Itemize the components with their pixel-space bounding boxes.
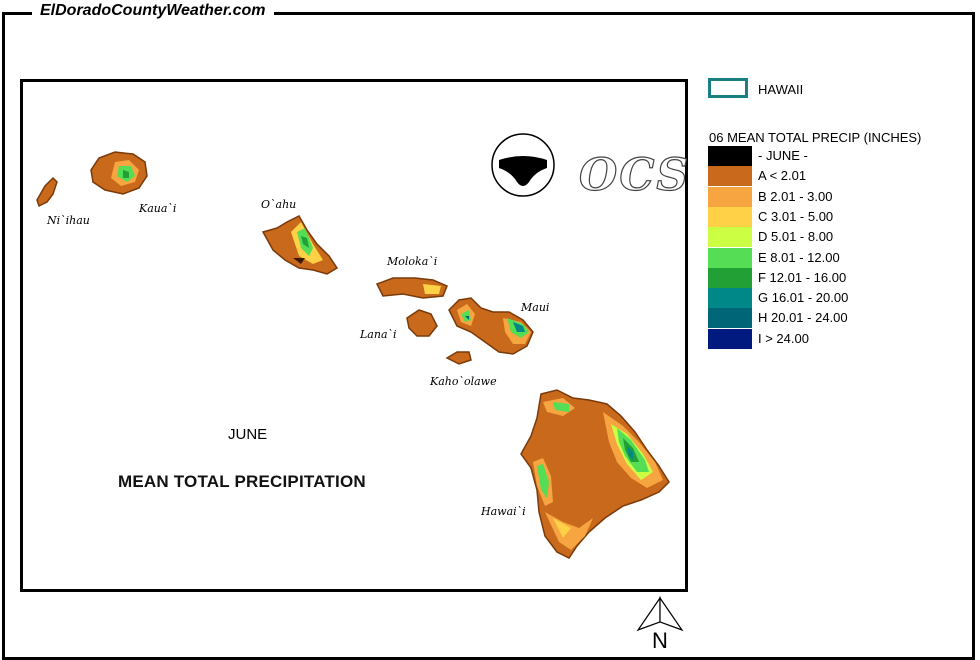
legend-swatch [708,267,752,288]
legend-swatch [708,288,752,309]
legend-item: A < 2.01 [708,166,968,187]
island-molokai-shape [375,277,448,299]
legend-swatch [708,308,752,329]
legend-swatch [708,166,752,187]
legend-swatch [708,186,752,207]
legend-label: E 8.01 - 12.00 [758,249,840,265]
island-label-oahu: O`ahu [261,198,297,211]
island-niihau-shape [36,176,58,208]
map-panel: Ni`ihau Kaua`i O`ahu Moloka`i Lana`i Mau… [20,79,691,592]
legend-swatch [708,328,752,349]
island-kahoolawe-shape [445,351,472,365]
legend-item: B 2.01 - 3.00 [708,186,968,207]
legend-item: G 16.01 - 20.00 [708,288,968,309]
island-hawaii-shape [520,389,670,559]
island-maui-shape [448,297,534,355]
page-frame [2,12,975,660]
island-label-hawaii: Hawai`i [481,505,526,518]
island-label-maui: Maui [521,301,550,314]
island-label-kauai: Kaua`i [139,202,177,215]
island-oahu-shape [261,215,339,275]
ocs-logo: OCS [578,149,691,201]
legend-swatch [708,227,752,248]
legend-label: I > 24.00 [758,330,809,346]
legend-label: - JUNE - [758,148,808,163]
north-arrow-icon [636,596,684,632]
legend-item: D 5.01 - 8.00 [708,227,968,248]
noaa-logo [491,133,555,197]
island-label-molokai: Moloka`i [387,255,438,268]
legend-label: D 5.01 - 8.00 [758,229,834,245]
legend-label: C 3.01 - 5.00 [758,208,834,224]
legend-item: H 20.01 - 24.00 [708,308,968,329]
island-label-niihau: Ni`ihau [47,214,90,227]
site-title[interactable]: ElDoradoCountyWeather.com [32,0,274,22]
legend-label: F 12.01 - 16.00 [758,269,847,285]
page-frame-right [972,12,975,657]
legend-swatch [708,247,752,268]
legend-item: E 8.01 - 12.00 [708,247,968,268]
island-kauai-shape [90,151,148,195]
month-label: JUNE [228,426,268,443]
legend-item: I > 24.00 [708,328,968,349]
legend-swatch [708,206,752,227]
legend-title: 06 MEAN TOTAL PRECIP (INCHES) [709,130,922,145]
legend-swatch [708,146,752,166]
legend-label: G 16.01 - 20.00 [758,290,849,306]
island-label-kahoolawe: Kaho`olawe [430,375,497,388]
legend-state-label: HAWAII [758,82,804,97]
north-label: N [652,628,668,653]
legend-item: F 12.01 - 16.00 [708,267,968,288]
legend-state-swatch [708,78,748,98]
island-label-lanai: Lana`i [360,328,397,341]
legend-label: B 2.01 - 3.00 [758,188,833,204]
legend-label: A < 2.01 [758,168,807,184]
map-title: MEAN TOTAL PRECIPITATION [118,472,366,491]
legend-item: C 3.01 - 5.00 [708,206,968,227]
island-lanai-shape [406,309,438,337]
hawaii-precip-map [36,133,670,559]
legend-label: H 20.01 - 24.00 [758,310,848,326]
legend-item: - JUNE - [708,146,968,166]
